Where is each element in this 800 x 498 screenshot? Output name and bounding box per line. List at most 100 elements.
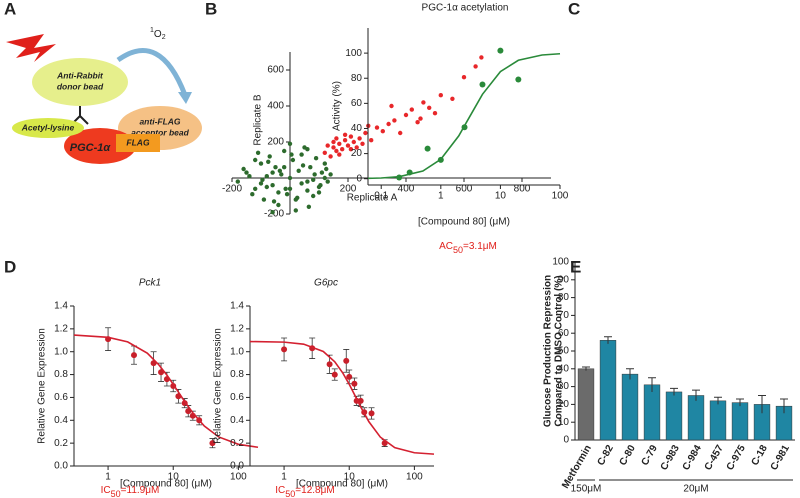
data-point (287, 186, 293, 191)
annotation: IC50=11.9μM (101, 485, 160, 498)
data-point (345, 143, 351, 148)
annotation-part: =3.1μM (463, 241, 497, 252)
bead-label: anti-FLAG (139, 116, 180, 126)
data-point (337, 141, 342, 146)
y-tick-label: 20 (351, 148, 363, 159)
data-point (311, 177, 316, 182)
data-point (328, 154, 333, 159)
data-point (266, 159, 271, 164)
data-point (461, 75, 467, 80)
data-point (409, 107, 414, 112)
data-point (351, 139, 356, 145)
y-tick-label: 10 (558, 417, 570, 428)
error-bar (692, 389, 700, 401)
panel-label: B (205, 0, 217, 18)
data-point (369, 138, 374, 143)
data-point (260, 177, 265, 182)
x-tick-label: 0.1 (374, 191, 388, 202)
data-point (360, 141, 365, 146)
data-point (277, 168, 283, 173)
data-point (418, 116, 423, 121)
sub: 2 (162, 34, 166, 41)
data-point (319, 170, 325, 175)
y-axis-label: Compared to DMSO Control (%) (554, 275, 565, 426)
error-bar (780, 398, 788, 414)
error-bar (758, 395, 766, 414)
data-point (331, 139, 336, 145)
error-bar (714, 396, 722, 405)
data-point (322, 150, 327, 155)
data-point (515, 76, 522, 83)
data-point (392, 118, 397, 123)
annotation: IC50=12.8μM (275, 485, 334, 498)
data-point (424, 145, 431, 152)
annotation-sub: 50 (453, 245, 463, 255)
data-point (354, 145, 359, 150)
data-point (432, 111, 438, 116)
y-tick-label: 70 (558, 310, 570, 321)
x-tick-label: 100 (406, 472, 423, 483)
panel-label: D (4, 257, 16, 276)
bead-label: acceptor bead (131, 127, 189, 137)
data-point (479, 55, 484, 60)
x-tick-label: C-984 (681, 443, 704, 472)
annotation-part: IC (101, 485, 111, 496)
x-tick-label: 100 (230, 472, 247, 483)
bar (599, 340, 617, 441)
flag-tag (116, 134, 160, 152)
acetyl-label: Acetyl-lysine (21, 122, 75, 132)
x-tick-label: 10 (168, 472, 180, 483)
y-tick-label: 0.6 (230, 392, 244, 403)
data-point (340, 147, 345, 152)
data-point (346, 373, 353, 380)
y-tick-label: 20 (558, 399, 570, 410)
data-point (357, 136, 362, 141)
data-point (287, 141, 293, 146)
x-tick-label: 100 (552, 191, 569, 202)
data-point (247, 174, 252, 179)
chart-title: Pck1 (139, 278, 161, 289)
error-bar (582, 366, 590, 371)
fit-curve (367, 52, 561, 180)
data-point (261, 197, 267, 202)
y-tick-label: 0 (563, 435, 569, 446)
y-tick-label: 0.8 (54, 369, 68, 380)
x-tick-label: C-975 (725, 443, 748, 472)
data-point (244, 170, 249, 175)
data-point (318, 183, 323, 188)
data-point (343, 357, 350, 364)
bar (709, 400, 727, 441)
data-point (253, 186, 258, 191)
y-tick-label: 0.2 (54, 438, 68, 449)
x-axis-label: [Compound 80] (μM) (296, 479, 388, 490)
data-point (264, 184, 269, 190)
y-tick-label: 40 (558, 363, 570, 374)
data-point (374, 125, 380, 130)
x-tick-label: 400 (398, 184, 415, 195)
y-axis-label: Replicate B (253, 94, 264, 145)
data-point (282, 148, 287, 154)
data-point (351, 380, 358, 387)
annotation-sub: 50 (285, 489, 295, 498)
data-point (296, 168, 301, 173)
data-point (421, 100, 426, 105)
data-point (289, 152, 294, 157)
data-point (342, 138, 348, 143)
data-point (363, 130, 368, 136)
x-tick-label: 200 (340, 184, 357, 195)
y-tick-label: 60 (558, 328, 570, 339)
y-axis-label: Relative Gene Expression (213, 328, 224, 444)
data-point (450, 96, 455, 102)
x-tick-label: C-18 (750, 443, 771, 468)
data-point (322, 175, 327, 181)
x-tick-label: C-80 (618, 443, 639, 468)
y-tick-label: 90 (558, 274, 570, 285)
x-tick-label: -200 (222, 184, 242, 195)
y-tick-label: 0.4 (230, 415, 244, 426)
y-tick-label: 1.0 (54, 346, 68, 357)
sup: 1 (150, 27, 154, 34)
data-point (250, 192, 255, 197)
data-point (299, 181, 304, 186)
data-point (258, 181, 264, 186)
